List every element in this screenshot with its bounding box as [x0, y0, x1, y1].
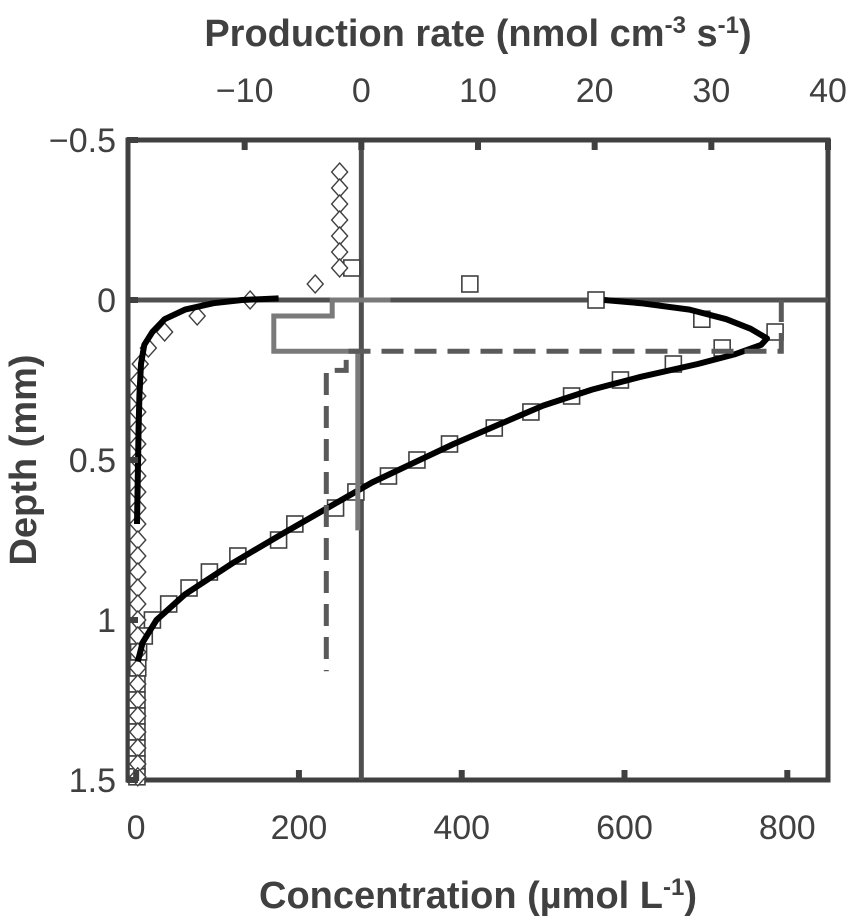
top-tick-label: 30 [692, 72, 730, 110]
top-tick-label: 20 [576, 72, 614, 110]
bottom-axis-title-main: Concentration (µmol L [259, 875, 663, 917]
production-dashed-step-line [323, 300, 784, 672]
diamond-point [188, 305, 207, 327]
profile-line [134, 295, 279, 525]
bottom-tick-label: 0 [127, 809, 146, 847]
bottom-axis-title-sup: -1 [663, 874, 684, 901]
bottom-tick-label: 800 [759, 809, 816, 847]
bottom-tick-label: 600 [596, 809, 653, 847]
top-tick-label: −10 [216, 72, 274, 110]
top-axis-title-sup1: -3 [665, 12, 686, 39]
square-point [461, 275, 479, 293]
series-layer [128, 161, 784, 787]
diamond-point [330, 257, 349, 279]
y-tick-label: 0 [97, 282, 116, 320]
top-axis-title-main: Production rate (nmol cm [204, 13, 664, 55]
bottom-axis-title: Concentration (µmol L-1) [259, 874, 697, 918]
top-tick-label: 10 [459, 72, 497, 110]
tick-layer: −10 0 10 20 30 400 200 400 600 800−0.500.511.5 [49, 72, 847, 847]
square-point [587, 291, 605, 309]
y-tick-label: −0.5 [49, 122, 116, 160]
top-axis-title-sup2: -1 [718, 12, 739, 39]
y-axis-title: Depth (mm) [3, 354, 45, 565]
profile-line [134, 297, 770, 663]
plot-frame [125, 137, 831, 783]
top-axis-title-end: ) [739, 13, 752, 55]
bottom-tick-label: 200 [271, 809, 328, 847]
bottom-axis-title-end: ) [684, 875, 697, 917]
top-axis-title-mid: s [686, 13, 718, 55]
production-step-line [271, 297, 391, 531]
reference-lines [128, 140, 828, 780]
bottom-tick-label: 400 [433, 809, 490, 847]
top-axis-title: Production rate (nmol cm-3 s-1) [204, 12, 751, 56]
y-tick-label: 0.5 [69, 442, 116, 480]
top-tick-label: 0 [352, 72, 371, 110]
y-tick-label: 1.5 [69, 762, 116, 800]
top-tick-label: 40 [809, 72, 847, 110]
y-tick-label: 1 [97, 602, 116, 640]
diamond-point [306, 273, 325, 295]
